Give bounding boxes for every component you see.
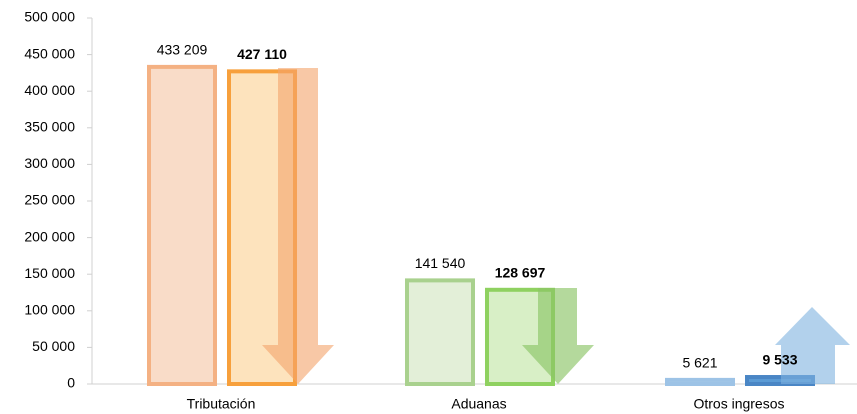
y-tick-label: 100 000: [24, 302, 75, 318]
x-tick-label: Aduanas: [451, 396, 506, 412]
value-label: 433 209: [157, 42, 208, 58]
trend-arrow: [775, 307, 850, 384]
x-tick-label: Otros ingresos: [693, 396, 784, 412]
y-tick-label: 50 000: [32, 338, 75, 354]
y-tick-label: 200 000: [24, 228, 75, 244]
y-tick-label: 450 000: [24, 45, 75, 61]
y-tick-label: 300 000: [24, 155, 75, 171]
x-tick-label: Tributación: [187, 396, 256, 412]
y-tick-label: 400 000: [24, 82, 75, 98]
trend-arrow: [262, 68, 334, 384]
value-label: 128 697: [495, 264, 546, 280]
trend-arrow: [522, 288, 594, 384]
value-label: 427 110: [237, 46, 287, 62]
bar: [405, 278, 475, 387]
y-tick-label: 350 000: [24, 119, 75, 135]
y-tick-label: 500 000: [24, 9, 75, 25]
y-tick-label: 0: [67, 375, 75, 391]
bar: [665, 377, 735, 387]
value-label: 5 621: [682, 355, 717, 371]
value-label: 141 540: [415, 255, 466, 271]
y-tick-label: 250 000: [24, 192, 75, 208]
bar: [147, 64, 217, 386]
y-tick-label: 150 000: [24, 265, 75, 281]
value-label: 9 533: [762, 352, 797, 368]
